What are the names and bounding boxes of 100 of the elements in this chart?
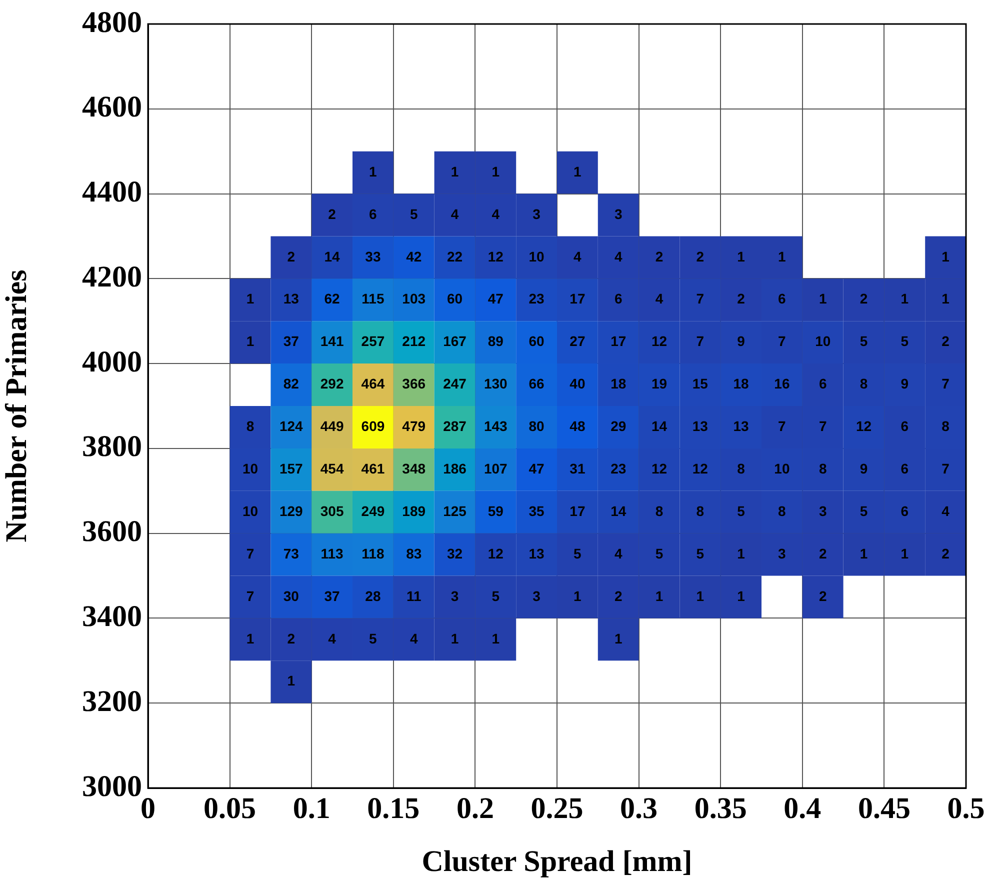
y-tick-label: 3400 [82,600,142,633]
data-label: 5 [492,588,500,604]
data-label: 5 [655,545,664,562]
data-label: 2 [696,248,704,264]
data-label: 4 [328,630,336,646]
x-tick-label: 0.25 [530,792,584,825]
data-label: 124 [279,418,304,434]
data-label: 17 [610,333,626,350]
data-label: 7 [818,418,827,434]
data-label: 1 [246,290,254,307]
data-label: 1 [737,248,746,264]
data-label: 1 [574,163,582,180]
data-label: 6 [900,418,909,434]
data-label: 73 [283,545,300,562]
data-label: 9 [900,376,909,392]
data-label: 17 [570,290,586,307]
data-label: 1 [246,333,254,350]
data-label: 609 [361,418,385,434]
x-tick-label: 0.4 [784,792,822,825]
data-label: 1 [942,290,950,307]
data-label: 348 [402,460,426,477]
data-label: 2 [942,333,950,350]
data-label: 12 [651,333,668,350]
data-label: 7 [942,460,950,477]
data-label: 1 [450,163,459,180]
data-label: 3 [532,588,541,604]
data-label: 5 [410,206,418,222]
data-label: 10 [528,248,545,264]
data-label: 2 [818,588,827,604]
data-label: 29 [610,418,626,434]
y-tick-label: 3800 [82,430,142,464]
data-label: 6 [778,290,786,307]
data-label: 83 [406,545,422,562]
x-tick-label: 0.1 [292,792,330,825]
data-label: 143 [484,418,508,434]
data-label: 2 [655,248,664,264]
y-tick-label: 4000 [82,345,142,378]
data-label: 59 [488,502,504,519]
data-label: 12 [692,460,708,477]
data-label: 454 [320,460,344,477]
data-label: 60 [528,333,545,350]
data-label: 292 [320,376,344,392]
data-label: 107 [484,460,508,477]
data-label: 1 [818,290,827,307]
data-label: 464 [361,376,385,392]
data-label: 7 [696,333,704,350]
data-label: 1 [900,545,909,562]
data-label: 27 [570,333,586,350]
data-label: 461 [361,460,385,477]
data-label: 1 [778,248,786,264]
data-label: 13 [528,545,545,562]
data-label: 3 [532,206,541,222]
data-label: 249 [361,502,385,519]
x-tick-label: 0.35 [694,792,747,825]
data-label: 9 [860,460,868,477]
data-label: 3 [450,588,459,604]
data-label: 14 [324,248,340,264]
data-label: 17 [570,502,586,519]
y-tick-label: 4400 [82,176,142,209]
data-label: 35 [528,502,545,519]
data-label: 1 [655,588,664,604]
y-axis-title: Number of Primaries [0,270,33,542]
data-label: 10 [774,460,790,477]
data-label: 22 [446,248,463,264]
data-label: 31 [570,460,586,477]
data-label: 10 [242,460,258,477]
data-label: 1 [369,163,378,180]
data-label: 32 [446,545,463,562]
data-label: 5 [860,333,868,350]
data-label: 103 [402,290,426,307]
data-label: 40 [570,376,586,392]
y-tick-label: 4800 [82,6,142,39]
data-label: 12 [651,460,668,477]
data-label: 7 [246,588,254,604]
data-label: 1 [246,630,254,646]
data-label: 129 [279,502,304,519]
data-label: 2 [287,630,296,646]
data-label: 15 [692,376,708,392]
data-label: 115 [362,290,384,307]
data-label: 479 [402,418,426,434]
data-label: 7 [778,333,786,350]
data-label: 2 [614,588,622,604]
data-label: 157 [279,460,304,477]
data-label: 23 [610,460,626,477]
data-label: 6 [614,290,622,307]
data-label: 9 [737,333,746,350]
x-tick-label: 0.05 [204,792,256,825]
data-label: 47 [488,290,504,307]
data-label: 118 [362,545,384,562]
data-label: 4 [410,630,418,646]
data-label: 8 [696,502,704,519]
data-label: 12 [488,545,504,562]
data-label: 28 [365,588,381,604]
data-label: 30 [283,588,300,604]
data-label: 5 [696,545,704,562]
data-label: 3 [818,502,827,519]
data-label: 189 [402,502,426,519]
x-tick-label: 0.5 [947,792,985,825]
y-tick-label: 3600 [82,515,142,548]
data-label: 13 [692,418,708,434]
